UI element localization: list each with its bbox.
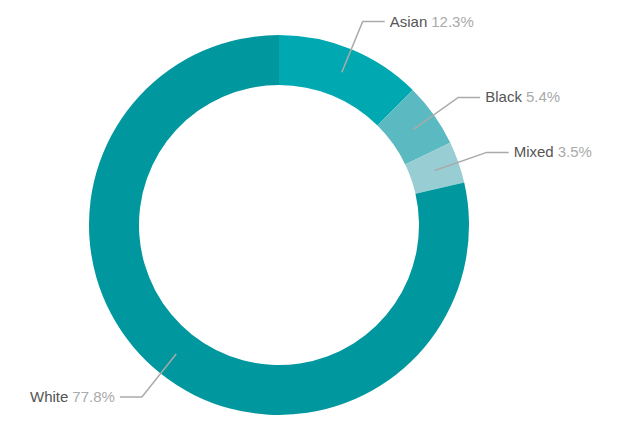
svg-text:Black5.4%: Black5.4% <box>485 88 560 105</box>
svg-text:White77.8%: White77.8% <box>30 388 115 405</box>
svg-text:Mixed3.5%: Mixed3.5% <box>514 143 592 160</box>
svg-text:Asian12.3%: Asian12.3% <box>390 13 474 30</box>
